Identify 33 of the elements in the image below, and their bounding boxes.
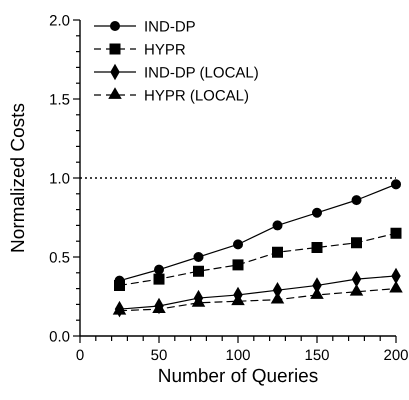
point [350,284,363,296]
y-tick-label: 0.5 [49,249,70,266]
legend-label: HYPR (LOCAL) [144,87,250,104]
point [312,242,322,254]
point [154,264,164,275]
point [114,280,125,291]
legend-label: IND-DP [144,18,196,36]
x-tick-label: 50 [150,347,168,364]
x-tick-label: 200 [383,347,409,364]
x-axis-title: Number of Queries [158,366,318,387]
point [390,281,402,292]
y-tick-label: 0.0 [49,328,70,346]
point [193,252,204,262]
point [272,220,283,230]
y-tick-label: 2.0 [49,12,70,30]
y-tick-label: 1.5 [49,91,70,108]
point [390,179,402,190]
y-tick-label: 1.0 [49,170,70,188]
legend-label: IND-DP (LOCAL) [144,64,259,82]
point [351,195,362,206]
point [351,237,362,248]
point [154,274,164,285]
point [232,239,244,250]
legend-label: HYPR [144,41,186,58]
y-axis-title: Normalized Costs [8,103,29,253]
point [193,266,204,277]
x-tick-label: 150 [304,347,330,364]
point [232,259,244,270]
point [390,228,402,239]
point [272,246,283,258]
x-tick-label: 0 [76,347,84,364]
x-tick-label: 100 [225,347,251,364]
point [312,208,322,218]
